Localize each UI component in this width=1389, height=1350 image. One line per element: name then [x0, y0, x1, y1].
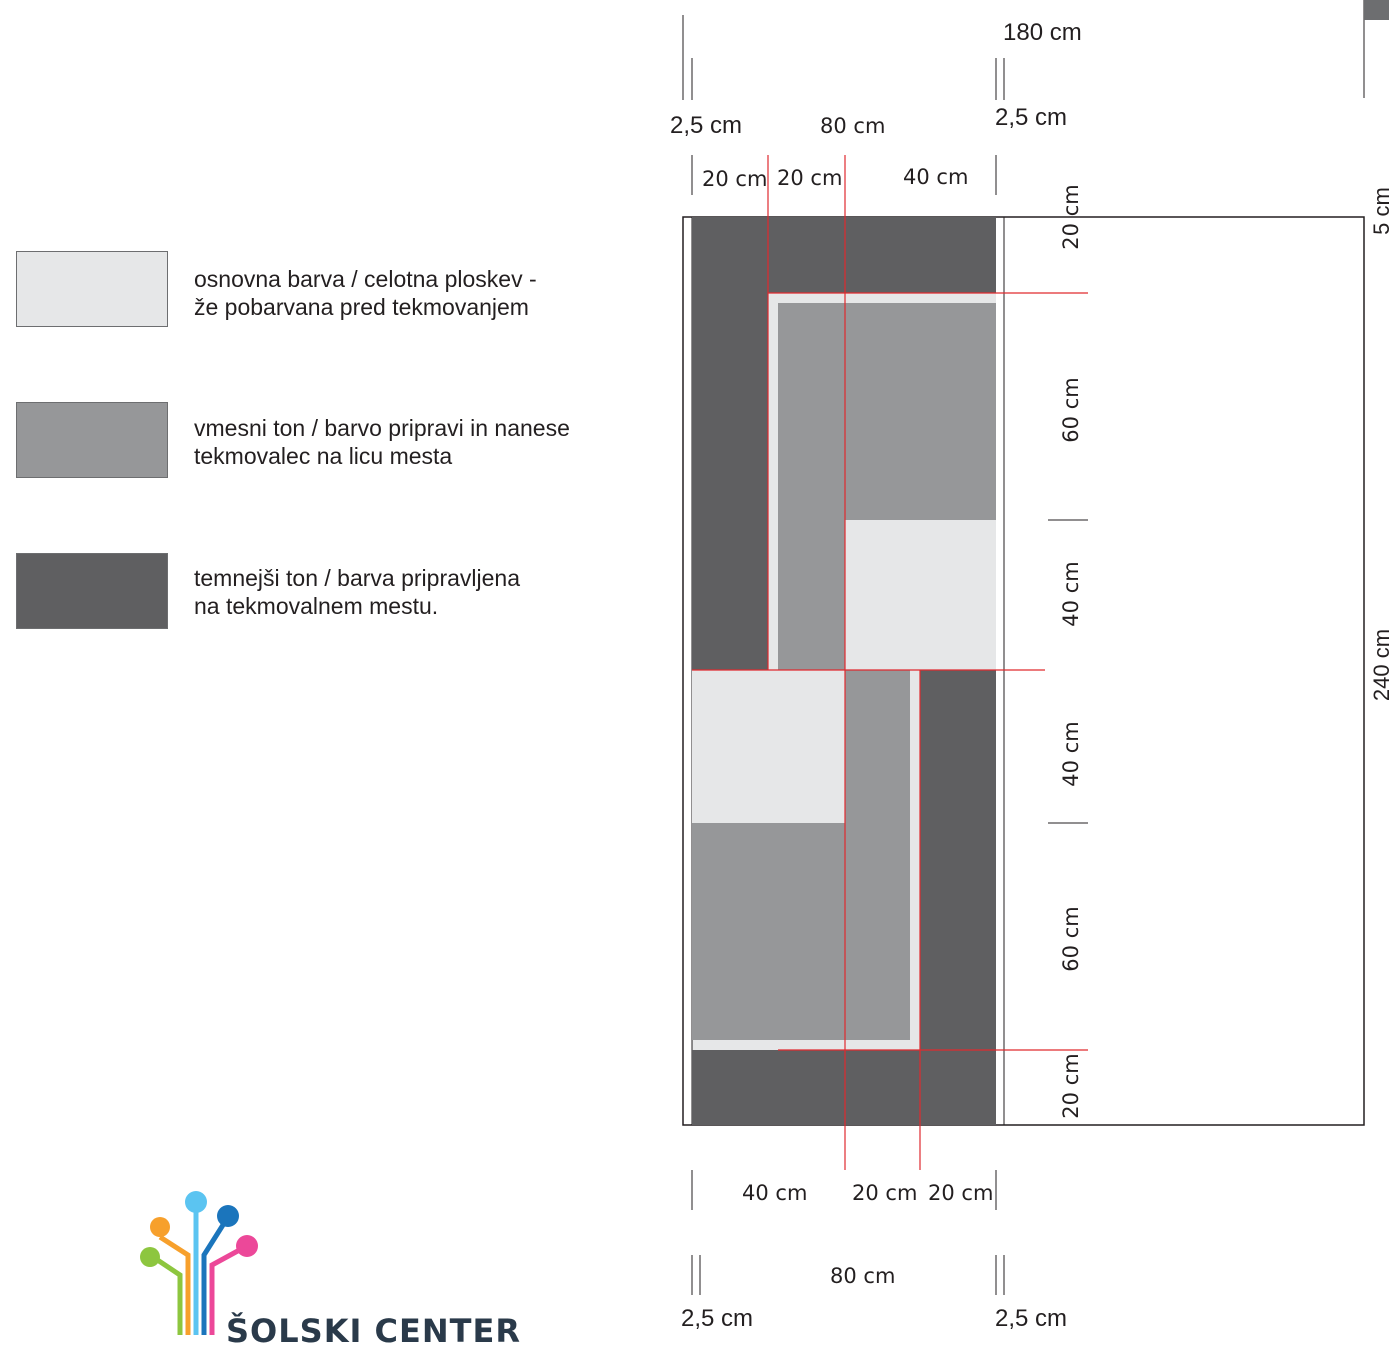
dim-margin-left-bottom: 2,5 cm [681, 1305, 754, 1332]
medium-bottom-column [845, 670, 910, 1040]
dim-top-segment-2: 20 cm [777, 166, 843, 190]
medium-top-block [845, 303, 996, 520]
legend-swatch-dark [16, 553, 168, 629]
medium-bottom-block [692, 823, 845, 1040]
dim-top-segment-3: 40 cm [903, 165, 969, 189]
legend-text-dark: temnejši ton / barva pripravljena na tek… [194, 565, 520, 619]
guide-lines [692, 155, 1088, 1170]
dark-bottom-band [692, 1050, 996, 1125]
corner-mark [1364, 0, 1389, 20]
dark-top-band [692, 217, 996, 293]
light-top-block [845, 520, 996, 670]
dim-vertical-3: 40 cm [1059, 561, 1083, 627]
logo-text: ŠOLSKI CENTER [226, 1312, 521, 1350]
dim-edge: 5 cm [1369, 187, 1389, 235]
dim-bottom-segment-3: 20 cm [928, 1181, 994, 1205]
dim-panel-width-top: 80 cm [820, 114, 886, 138]
dark-left-column [692, 293, 768, 670]
dim-total-height: 240 cm [1369, 628, 1389, 702]
dim-bottom-segment-2: 20 cm [852, 1181, 918, 1205]
legend-text-medium: vmesni ton / barvo pripravi in nanese te… [194, 415, 570, 469]
school-center-logo [140, 1191, 258, 1335]
dim-margin-left-top: 2,5 cm [670, 112, 743, 139]
dark-right-column [920, 670, 996, 1050]
dim-top-segment-1: 20 cm [702, 167, 768, 191]
dim-panel-width-bottom: 80 cm [830, 1264, 896, 1288]
legend-swatch-medium [16, 402, 168, 478]
legend-swatch-light [16, 251, 168, 327]
dim-total-width: 180 cm [1003, 19, 1082, 46]
dim-bottom-segment-1: 40 cm [742, 1181, 808, 1205]
dim-margin-right-top: 2,5 cm [995, 104, 1068, 131]
dim-vertical-4: 40 cm [1059, 721, 1083, 787]
dim-vertical-1: 20 cm [1059, 184, 1083, 250]
dim-vertical-5: 60 cm [1059, 906, 1083, 972]
legend-text-light: osnovna barva / celotna ploskev - že pob… [194, 266, 537, 320]
dim-vertical-2: 60 cm [1059, 377, 1083, 443]
dim-vertical-6: 20 cm [1059, 1053, 1083, 1119]
light-bottom-block [692, 670, 845, 823]
dim-margin-right-bottom: 2,5 cm [995, 1305, 1068, 1332]
medium-top-column [778, 303, 845, 670]
